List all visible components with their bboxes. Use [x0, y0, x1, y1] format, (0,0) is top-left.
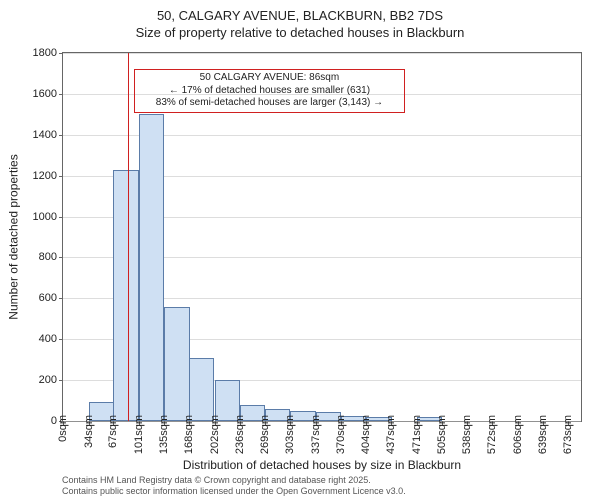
annotation-line3: 83% of semi-detached houses are larger (… — [141, 97, 397, 110]
footer-line2: Contains public sector information licen… — [62, 486, 406, 496]
histogram-bar — [189, 358, 214, 421]
xtick-label: 168sqm — [183, 415, 195, 454]
xtick-label: 337sqm — [310, 415, 322, 454]
xtick-label: 437sqm — [385, 415, 397, 454]
xtick-label: 673sqm — [562, 415, 574, 454]
xtick-label: 236sqm — [234, 415, 246, 454]
y-axis-label: Number of detached properties — [6, 52, 22, 422]
xtick-label: 606sqm — [512, 415, 524, 454]
histogram-chart: 50, CALGARY AVENUE, BLACKBURN, BB2 7DS S… — [0, 0, 600, 500]
xtick-label: 303sqm — [284, 415, 296, 454]
xtick-label: 0sqm — [57, 415, 69, 442]
xtick-label: 404sqm — [360, 415, 372, 454]
ytick-label: 1400 — [33, 129, 63, 141]
plot-area: 0200400600800100012001400160018000sqm34s… — [62, 52, 582, 422]
ytick-label: 400 — [39, 333, 63, 345]
xtick-label: 101sqm — [133, 415, 145, 454]
x-axis-label: Distribution of detached houses by size … — [62, 458, 582, 472]
ytick-label: 800 — [39, 251, 63, 263]
footer-line1: Contains HM Land Registry data © Crown c… — [62, 475, 406, 485]
footer-attribution: Contains HM Land Registry data © Crown c… — [62, 475, 406, 496]
xtick-label: 538sqm — [461, 415, 473, 454]
xtick-label: 572sqm — [486, 415, 498, 454]
chart-title-line2: Size of property relative to detached ho… — [0, 25, 600, 40]
annotation-line1: 50 CALGARY AVENUE: 86sqm — [141, 72, 397, 85]
xtick-label: 135sqm — [158, 415, 170, 454]
y-axis-label-text: Number of detached properties — [7, 154, 21, 319]
ytick-label: 600 — [39, 292, 63, 304]
xtick-label: 67sqm — [107, 415, 119, 448]
xtick-label: 639sqm — [537, 415, 549, 454]
xtick-label: 269sqm — [259, 415, 271, 454]
annotation-line2: ← 17% of detached houses are smaller (63… — [141, 85, 397, 98]
xtick-label: 370sqm — [335, 415, 347, 454]
histogram-bar — [164, 307, 189, 421]
chart-title-line1: 50, CALGARY AVENUE, BLACKBURN, BB2 7DS — [0, 8, 600, 23]
ytick-label: 1600 — [33, 88, 63, 100]
xtick-label: 34sqm — [83, 415, 95, 448]
gridline-h — [63, 53, 581, 54]
xtick-label: 471sqm — [411, 415, 423, 454]
histogram-bar — [139, 114, 164, 421]
ytick-label: 1800 — [33, 47, 63, 59]
marker-line — [128, 53, 129, 421]
ytick-label: 1200 — [33, 170, 63, 182]
ytick-label: 200 — [39, 374, 63, 386]
histogram-bar — [113, 170, 138, 421]
annotation-box: 50 CALGARY AVENUE: 86sqm← 17% of detache… — [134, 69, 404, 113]
xtick-label: 505sqm — [436, 415, 448, 454]
xtick-label: 202sqm — [209, 415, 221, 454]
chart-title-block: 50, CALGARY AVENUE, BLACKBURN, BB2 7DS S… — [0, 8, 600, 40]
ytick-label: 1000 — [33, 211, 63, 223]
